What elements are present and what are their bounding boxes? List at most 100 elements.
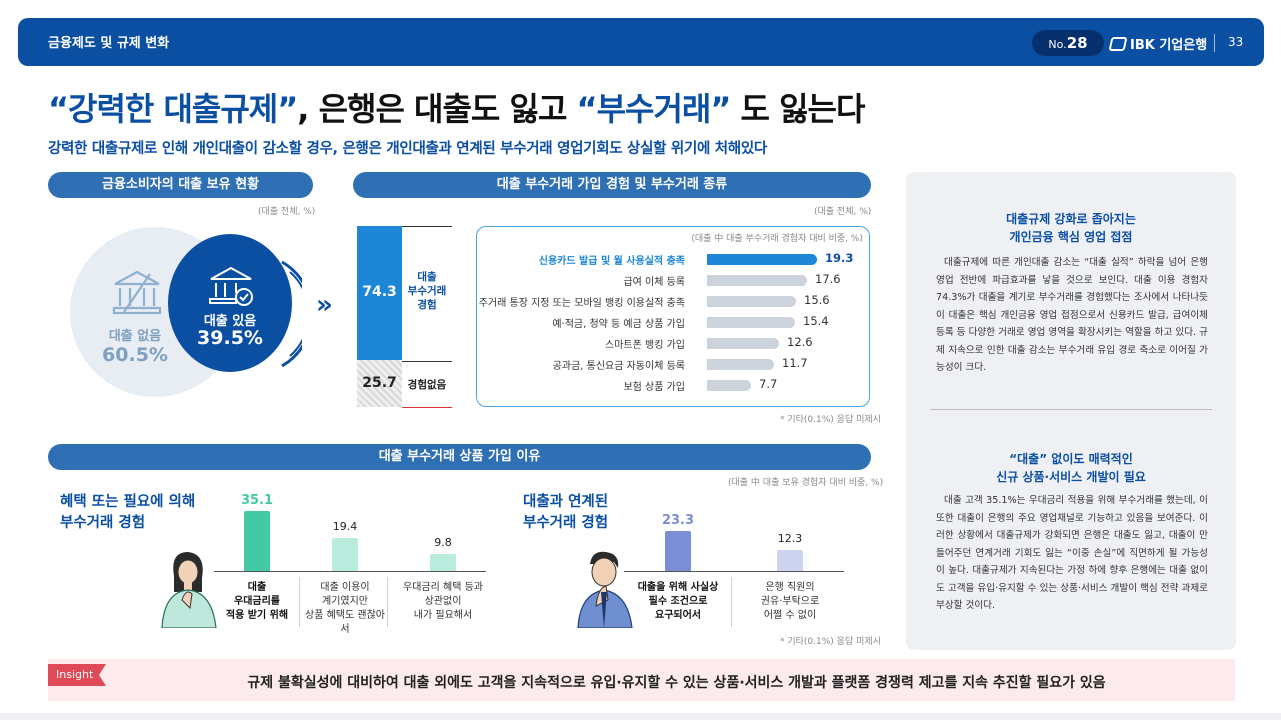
- brand-logo: IBK 기업은행: [1108, 34, 1207, 53]
- bundle-bar-value: 7.7: [759, 377, 778, 391]
- reason-bar-chart: 35.1 대출 우대금리를 적용 받기 위해 19.4 대출 이용이 계기였지만 상품 혜택도…: [0, 0, 844, 635]
- reason-baseline: [624, 571, 844, 572]
- reason-bar: [332, 538, 358, 571]
- bundle-type-chart: (대출 中 대출 부수거래 경험자 대비 비중, %) 신용카드 발급 및 월 …: [476, 226, 870, 407]
- has-loan-value: 39.5%: [197, 327, 263, 349]
- no-loan-value: 60.5%: [102, 344, 168, 366]
- section-label: 금융제도 및 규제 변화: [48, 36, 170, 51]
- bundle-bar-value: 17.6: [815, 272, 841, 286]
- reason-label-line: 어쩔 수 없이: [763, 610, 817, 621]
- man-illustration: [577, 551, 633, 628]
- reason-label-line: 적용 받기 위해: [225, 610, 289, 621]
- reason-label-line: 상관없이: [424, 596, 462, 607]
- bundle-bar-label: 예·적금, 청약 등 예금 상품 가입: [552, 319, 685, 330]
- has-loan-label: 대출 있음: [203, 314, 257, 329]
- bundle-bar-value: 11.7: [782, 356, 808, 370]
- reason-label-line: 계기였지만: [322, 596, 368, 607]
- reason-label-line: 은행 직원의: [765, 582, 815, 593]
- bundle-bar-row: 주거래 통장 지정 또는 모바일 뱅킹 이용실적 충족 15.6: [477, 291, 871, 311]
- reason-bar: [430, 554, 456, 571]
- reason-bar-value: 19.4: [332, 520, 358, 533]
- bundle-bar-label: 보험 상품 가입: [623, 382, 685, 393]
- sidebar-heading-2-line-2: 신규 상품·서비스 개발이 필요: [996, 470, 1146, 484]
- linked-title-line-1: 대출과 연계된: [523, 494, 609, 510]
- linked-title-line-2: 부수거래 경험: [523, 515, 609, 531]
- reason-label-line: 우대금리 혜택 등과: [403, 582, 483, 593]
- sidebar-heading-1: 대출규제 강화로 좁아지는 개인금융 핵심 영업 접점: [906, 210, 1236, 246]
- bundle-bar: [707, 359, 774, 370]
- no-experience-segment: 25.7: [357, 360, 402, 407]
- reason-label-line: 내가 필요해서: [413, 610, 473, 621]
- title-highlight-2: “부수거래”: [576, 90, 732, 128]
- page-title: “강력한 대출규제”, 은행은 대출도 잃고 “부수거래” 도 잃는다: [48, 84, 866, 130]
- reason-panel-title: 대출 부수거래 상품 가입 이유: [48, 444, 871, 470]
- bundle-bar-value: 19.3: [825, 251, 854, 265]
- reason-label-line: 필수 조건으로: [648, 596, 708, 607]
- experience-label: 대출 부수거래 경험: [407, 271, 447, 311]
- reason-bar-value: 23.3: [661, 513, 695, 528]
- reason-label-line: 대출을 위해 사실상: [637, 582, 719, 593]
- insight-tag: Insight: [48, 664, 106, 686]
- issue-badge: No.28: [1032, 30, 1104, 56]
- benefit-title-line-1: 혜택 또는 필요에 의해: [60, 494, 196, 510]
- reason-bar: [244, 511, 270, 571]
- reason-label-line: 우대금리를: [234, 596, 280, 607]
- reason-label-line: 대출: [247, 582, 267, 593]
- reason-divider: [299, 577, 300, 627]
- reason-bar: [665, 531, 691, 571]
- no-experience-bracket: [402, 407, 452, 408]
- bundle-bar-row: 공과금, 통신요금 자동이체 등록 11.7: [477, 354, 871, 374]
- sidebar-divider: [930, 409, 1212, 410]
- reason-bar-value: 12.3: [777, 532, 803, 545]
- holding-panel-title: 금융소비자의 대출 보유 현황: [48, 172, 313, 198]
- bundle-bar-value: 15.4: [803, 314, 829, 328]
- reason-label-line: 대출 이용이: [320, 582, 370, 593]
- bundle-bar-label: 신용카드 발급 및 월 사용실적 충족: [538, 256, 685, 267]
- bundle-bar-label: 급여 이체 등록: [623, 277, 685, 288]
- bundle-bar-row: 신용카드 발급 및 월 사용실적 충족 19.3: [477, 249, 871, 269]
- bundle-bar: [707, 317, 795, 328]
- bundle-bar: [707, 254, 817, 265]
- bundle-bar-row: 스마트폰 뱅킹 가입 12.6: [477, 333, 871, 353]
- header-divider: [1214, 34, 1215, 52]
- reason-bar-label: 은행 직원의 권유·부탁으로 어쩔 수 없이: [738, 581, 842, 623]
- experience-panel-title: 대출 부수거래 가입 경험 및 부수거래 종류: [353, 172, 871, 198]
- reason-divider: [387, 577, 388, 627]
- insight-sidebar: 대출규제 강화로 좁아지는 개인금융 핵심 영업 접점 대출규제에 따른 개인대출…: [906, 172, 1236, 650]
- bundle-bar: [707, 275, 807, 286]
- bundle-bar: [707, 296, 796, 307]
- double-chevron-icon: »: [316, 290, 333, 320]
- title-end: 도 잃는다: [730, 90, 866, 128]
- bundle-bar: [707, 380, 751, 391]
- bundle-bar-row: 급여 이체 등록 17.6: [477, 270, 871, 290]
- bundle-bar-value: 15.6: [804, 293, 830, 307]
- bundle-bar-row: 예·적금, 청약 등 예금 상품 가입 15.4: [477, 312, 871, 332]
- experience-unit: (대출 전체, %): [814, 207, 872, 217]
- sidebar-heading-1-line-1: 대출규제 강화로 좁아지는: [1006, 212, 1136, 226]
- reason-bar-label: 대출을 위해 사실상 필수 조건으로 요구되어서: [626, 581, 730, 623]
- page-subtitle: 강력한 대출규제로 인해 개인대출이 감소할 경우, 은행은 개인대출과 연계된…: [48, 141, 767, 157]
- bundle-bar-row: 보험 상품 가입 7.7: [477, 375, 871, 395]
- reason-divider: [731, 577, 732, 627]
- sidebar-text-2: 대출 고객 35.1%는 우대금리 적용을 위해 부수거래를 했는데, 이 또한…: [936, 495, 1208, 611]
- sidebar-text-1: 대출규제에 따른 개인대출 감소는 “대출 실적” 하락을 넘어 은행 영업 전…: [936, 257, 1208, 373]
- loan-arc-icon: [281, 260, 302, 368]
- ibk-logo-icon: [1108, 37, 1128, 51]
- bundle-bar: [707, 338, 779, 349]
- footer-strip: [0, 713, 1281, 720]
- sidebar-heading-2-line-1: “대출” 없이도 매력적인: [1009, 452, 1133, 466]
- insight-banner: [48, 659, 1235, 701]
- title-highlight-1: “강력한 대출규제”: [48, 90, 298, 128]
- bank-check-icon: [209, 266, 253, 306]
- reason-label-line: 상품 혜택도 괜찮아서: [305, 610, 385, 635]
- title-mid: , 은행은 대출도 잃고: [297, 90, 577, 128]
- bundle-bar-label: 스마트폰 뱅킹 가입: [605, 340, 685, 351]
- reason-bar-value: 9.8: [434, 536, 452, 549]
- issue-prefix: No.: [1048, 38, 1067, 51]
- insight-text: 규제 불확실성에 대비하여 대출 외에도 고객을 지속적으로 유입·유지할 수 …: [247, 675, 1106, 691]
- no-loan-label: 대출 없음: [108, 329, 162, 344]
- bundle-chart-note: * 기타(0.1%) 응답 미제시: [780, 415, 881, 425]
